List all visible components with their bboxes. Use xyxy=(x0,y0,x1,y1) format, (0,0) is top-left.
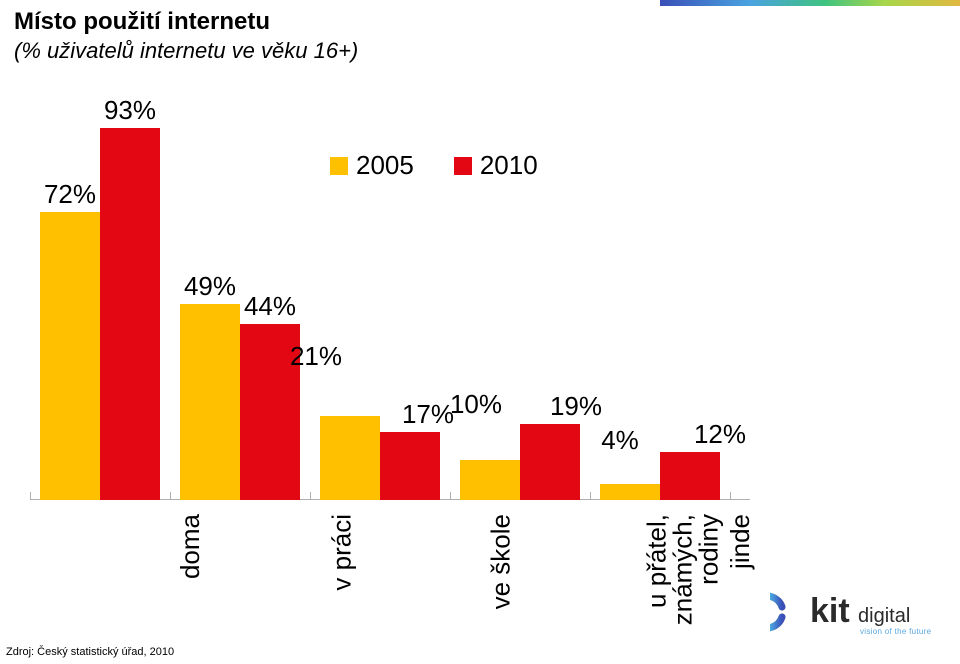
bar-value-label: 72% xyxy=(44,179,96,210)
accent-ribbon xyxy=(660,0,960,6)
category-separator xyxy=(170,492,171,500)
category-label: doma xyxy=(177,514,203,579)
bar-value-label: 12% xyxy=(694,419,746,450)
bar-value-label: 17% xyxy=(402,399,454,430)
category-separator xyxy=(730,492,731,500)
category-separator xyxy=(590,492,591,500)
bar-group: 49%44% xyxy=(170,100,310,500)
category-label: v práci xyxy=(329,514,355,591)
bar-value-label: 4% xyxy=(601,425,639,456)
chart-title: Místo použití internetu xyxy=(14,8,358,36)
bar: 12% xyxy=(660,452,720,500)
bar: 93% xyxy=(100,128,160,500)
logo-main: kit xyxy=(810,592,850,630)
chart-subtitle: (% uživatelů internetu ve věku 16+) xyxy=(14,38,358,64)
category-separator xyxy=(450,492,451,500)
bar: 21% xyxy=(320,416,380,500)
bar: 10% xyxy=(460,460,520,500)
bar-value-label: 44% xyxy=(244,291,296,322)
bar: 19% xyxy=(520,424,580,500)
logo-tagline: vision of the future xyxy=(860,627,932,636)
chart-source: Zdroj: Český statistický úřad, 2010 xyxy=(6,646,174,658)
bar-value-label: 10% xyxy=(450,389,502,420)
category-label: ve škole xyxy=(487,514,513,609)
chart-category-labels: doma v práci ve škole u přátel, známých, ro… xyxy=(30,506,750,626)
bar-value-label: 49% xyxy=(184,271,236,302)
category-label: jinde xyxy=(727,514,753,569)
bar: 17% xyxy=(380,432,440,500)
bar-value-label: 93% xyxy=(104,95,156,126)
bar-value-label: 21% xyxy=(290,341,342,372)
bar: 49% xyxy=(180,304,240,500)
bar-group: 10%19% xyxy=(450,100,590,500)
title-block: Místo použití internetu (% uživatelů int… xyxy=(14,8,358,64)
category-label: u přátel, známých, rodiny xyxy=(643,514,721,625)
bar: 4% xyxy=(600,484,660,500)
bar-group: 4%12% xyxy=(590,100,730,500)
category-separator xyxy=(310,492,311,500)
logo-sub: digital xyxy=(858,605,910,627)
chart-plot: 72%93%49%44%21%17%10%19%4%12% xyxy=(30,100,750,500)
category-separator xyxy=(30,492,31,500)
bar-group: 21%17% xyxy=(310,100,450,500)
kit-digital-logo: kit digital vision of the future xyxy=(770,584,940,644)
bar-group: 72%93% xyxy=(30,100,170,500)
bar: 72% xyxy=(40,212,100,500)
